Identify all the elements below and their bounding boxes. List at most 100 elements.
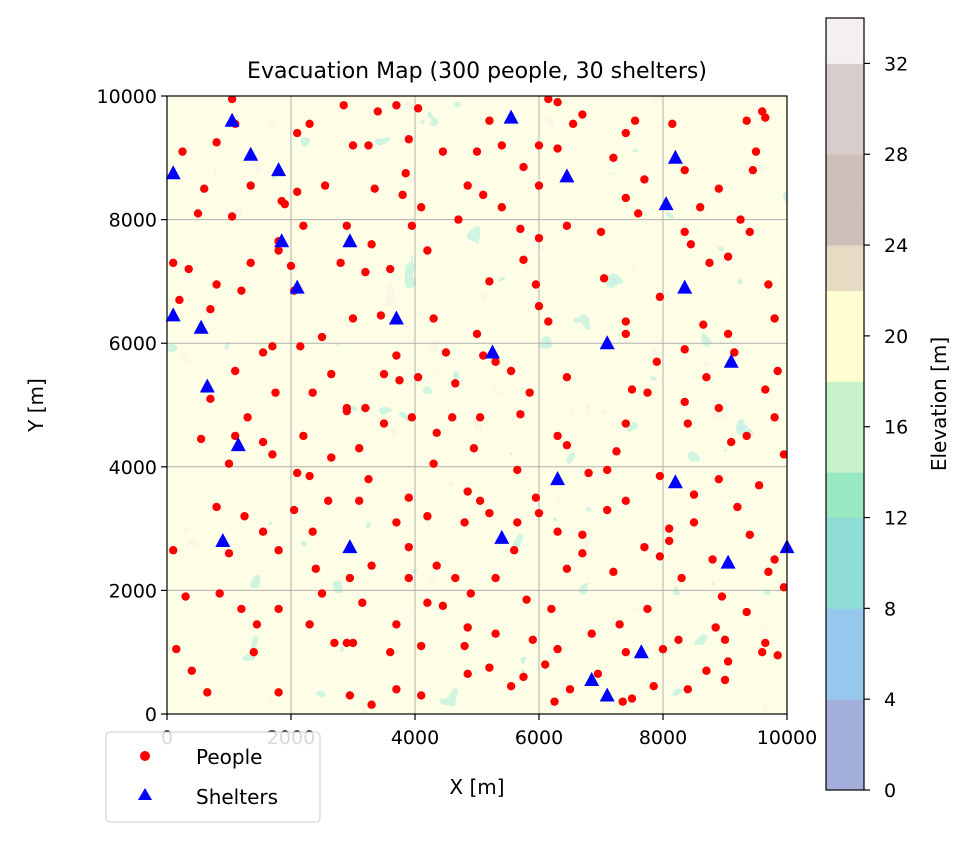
person-point-87: [770, 314, 779, 323]
person-point-202: [587, 629, 596, 638]
person-point-122: [299, 431, 308, 441]
person-point-234: [550, 697, 559, 706]
shelter-point-17: [723, 353, 739, 368]
person-point-15: [348, 141, 358, 150]
y-tick-label-5: 10000: [97, 86, 157, 108]
shelter-point-10: [289, 279, 305, 294]
colorbar-tick-label-6: 24: [884, 235, 908, 257]
person-point-114: [643, 388, 652, 397]
person-point-23: [742, 116, 751, 125]
person-point-252: [547, 604, 556, 614]
legend: People Shelters: [105, 731, 321, 823]
person-point-158: [308, 527, 317, 536]
person-point-225: [702, 666, 711, 675]
colorbar-tick-label-7: 28: [884, 144, 908, 166]
person-point-94: [491, 357, 500, 366]
colorbar-band-6: [826, 472, 864, 519]
person-point-121: [258, 437, 268, 447]
person-point-224: [674, 635, 683, 645]
shelter-point-24: [494, 529, 510, 544]
grid-lines: [167, 96, 787, 714]
person-point-266: [401, 169, 410, 178]
shelter-point-20: [550, 471, 566, 486]
colorbar-tick-label-3: 12: [884, 508, 908, 530]
colorbar-band-7: [826, 426, 864, 473]
person-point-20: [534, 141, 544, 150]
person-point-238: [720, 675, 730, 685]
person-point-177: [311, 564, 320, 573]
person-point-245: [615, 620, 624, 629]
colorbar-band-9: [826, 335, 864, 382]
plot-area: [165, 95, 795, 715]
shelter-point-18: [199, 378, 215, 393]
shelter-point-2: [165, 165, 181, 180]
person-point-144: [463, 487, 472, 496]
colorbar-band-16: [826, 18, 864, 64]
person-point-223: [649, 681, 658, 691]
person-point-222: [618, 697, 627, 706]
shelter-point-0: [224, 112, 240, 127]
person-point-136: [779, 450, 787, 459]
person-point-119: [243, 413, 252, 422]
person-point-231: [417, 691, 426, 700]
person-point-193: [305, 620, 314, 629]
person-point-180: [404, 573, 413, 583]
person-point-4: [413, 104, 423, 113]
person-point-67: [423, 246, 432, 255]
person-point-241: [404, 542, 413, 552]
person-point-209: [187, 666, 196, 675]
person-point-0: [227, 96, 237, 104]
person-point-145: [475, 496, 485, 505]
person-point-272: [469, 444, 479, 453]
person-point-106: [395, 376, 404, 385]
colorbar-band-3: [826, 608, 864, 655]
legend-people-marker: [140, 751, 150, 761]
person-point-168: [640, 542, 649, 552]
shelter-point-21: [667, 474, 683, 489]
person-point-141: [355, 444, 364, 453]
person-point-174: [181, 592, 190, 601]
y-tick-label-4: 8000: [109, 210, 157, 232]
colorbar-band-2: [826, 653, 864, 700]
person-point-279: [485, 116, 494, 125]
person-point-254: [720, 635, 730, 645]
person-point-7: [630, 116, 640, 125]
person-point-156: [240, 512, 249, 521]
colorbar-band-12: [826, 199, 864, 246]
person-point-275: [438, 147, 448, 156]
person-point-125: [379, 419, 389, 428]
person-point-201: [553, 644, 562, 654]
person-point-36: [417, 203, 426, 212]
shelter-point-19: [230, 437, 246, 452]
person-point-117: [761, 385, 770, 394]
person-point-259: [764, 567, 773, 577]
person-point-181: [451, 573, 460, 583]
person-point-175: [224, 549, 234, 558]
person-point-276: [568, 119, 578, 129]
person-point-96: [652, 357, 661, 366]
person-point-183: [491, 573, 500, 583]
person-point-212: [274, 688, 283, 697]
person-point-133: [621, 419, 630, 428]
person-point-102: [271, 388, 280, 397]
shelter-point-29: [599, 687, 615, 702]
person-point-166: [578, 530, 587, 539]
person-point-171: [708, 555, 717, 564]
colorbar-tick-label-0: 0: [884, 780, 896, 802]
person-point-64: [336, 258, 345, 268]
person-point-33: [320, 181, 330, 190]
person-point-91: [308, 388, 317, 397]
person-point-115: [680, 397, 689, 407]
person-point-278: [748, 165, 758, 175]
colorbar-frame: [825, 17, 865, 791]
person-point-127: [432, 428, 441, 438]
person-point-205: [711, 623, 720, 632]
person-point-251: [438, 601, 448, 611]
colorbar-band-5: [826, 517, 864, 564]
person-point-89: [268, 342, 277, 351]
person-point-65: [361, 267, 370, 277]
person-point-255: [293, 468, 302, 478]
person-point-200: [528, 635, 537, 645]
person-point-167: [603, 505, 612, 515]
person-point-221: [565, 685, 575, 694]
